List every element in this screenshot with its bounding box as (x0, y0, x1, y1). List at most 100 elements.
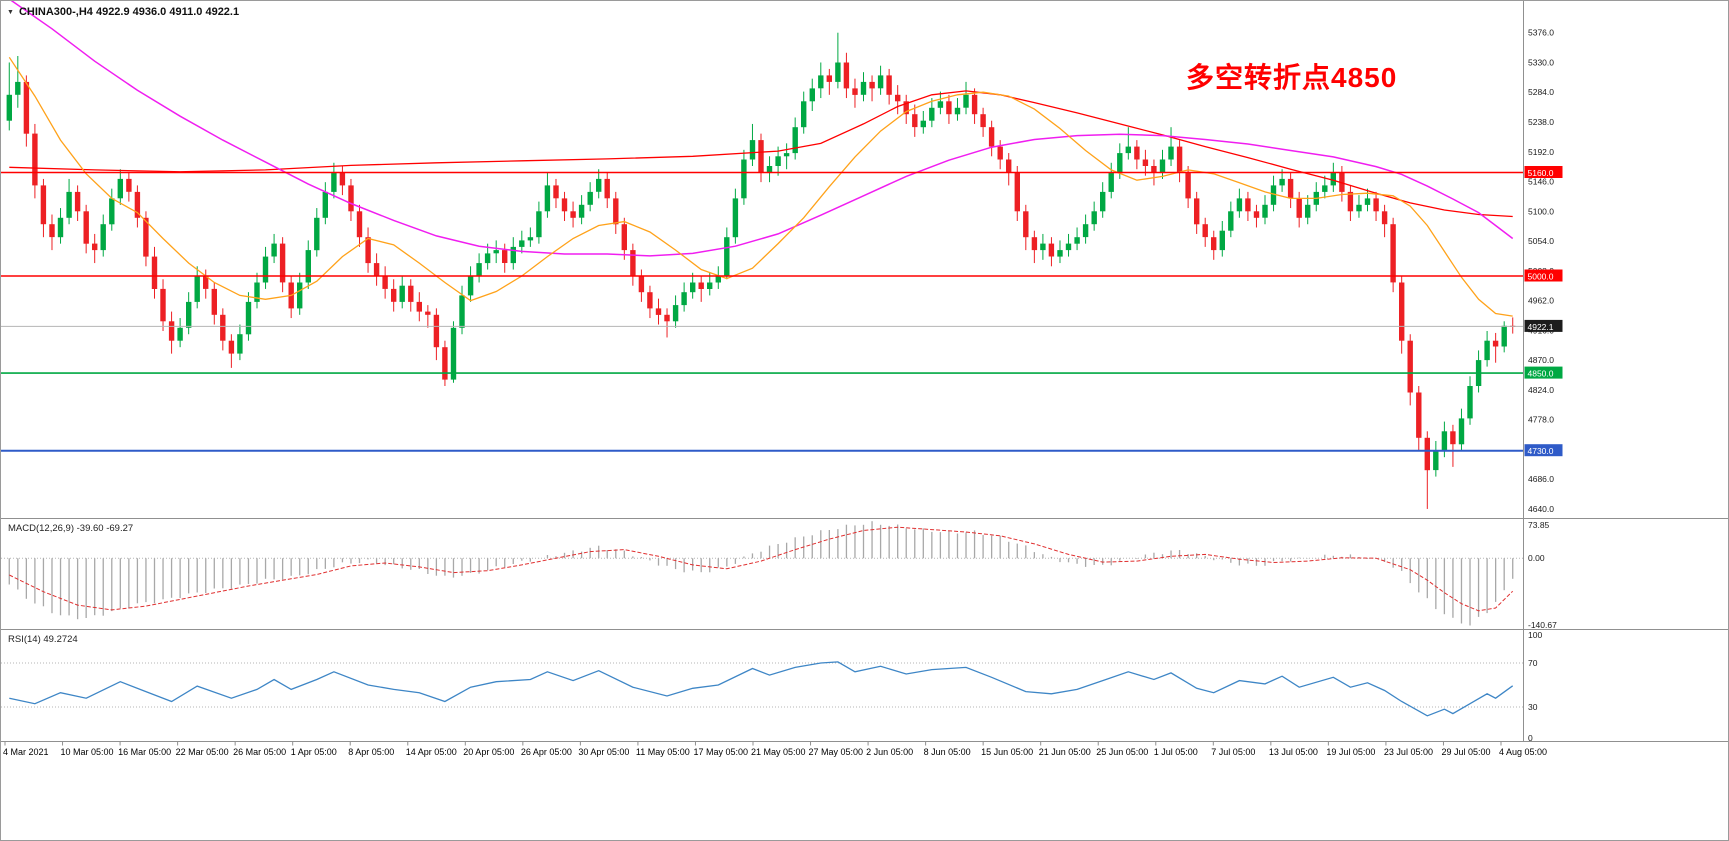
time-axis-label: 4 Aug 05:00 (1499, 747, 1547, 757)
candle-body (1082, 224, 1089, 238)
price-tag-4730.0 (1524, 444, 1563, 457)
candle-body (305, 250, 311, 283)
candle-body (322, 191, 328, 218)
candle-body (373, 263, 380, 276)
candle-body (254, 282, 260, 302)
candle-body (724, 237, 730, 276)
candle-body (860, 81, 867, 95)
candle-body (655, 308, 662, 315)
candle-body (519, 240, 525, 247)
rsi-scale-label: 0 (1528, 733, 1533, 743)
candle-body (1441, 431, 1448, 451)
candle-body (920, 120, 926, 128)
candle-body (783, 153, 790, 157)
candle-body (348, 185, 354, 212)
candle-body (1262, 204, 1268, 218)
candle-body (126, 178, 132, 192)
time-axis-label: 1 Apr 05:00 (291, 747, 337, 757)
price-tag-4922.1 (1524, 319, 1563, 332)
candle-body (630, 250, 636, 276)
candle-body (937, 101, 944, 108)
time-axis-label: 15 Jun 05:00 (981, 747, 1033, 757)
candle-body (1236, 198, 1243, 212)
candle-body (1176, 146, 1183, 173)
candle-body (801, 101, 807, 128)
candle-body (596, 178, 602, 192)
price-scale-label: 5054.0 (1528, 236, 1554, 246)
candle-body (143, 217, 149, 257)
price-tag-5000.0 (1524, 269, 1563, 282)
candle-body (66, 191, 72, 218)
candle-body (467, 276, 474, 296)
candle-body (536, 211, 542, 238)
candle-body (228, 340, 235, 354)
candle-body (869, 81, 875, 89)
candle-body (672, 305, 679, 322)
candle-body (1048, 243, 1055, 257)
price-scale-label: 4686.0 (1528, 474, 1554, 484)
candle-body (929, 107, 935, 121)
candle-body (1270, 185, 1277, 205)
candle-body (792, 127, 798, 154)
candle-body (1373, 198, 1379, 212)
symbol-header: ▼ CHINA300-,H4 4922.9 4936.0 4911.0 4922… (7, 6, 239, 18)
time-axis-label: 21 May 05:00 (751, 747, 806, 757)
candle-body (23, 81, 30, 134)
candle-body (1467, 386, 1473, 419)
time-axis-label: 13 Jul 05:00 (1269, 747, 1318, 757)
candle-body (203, 276, 209, 289)
candle-body (843, 62, 850, 89)
price-scale-label: 4778.0 (1528, 415, 1554, 425)
candle-body (1501, 325, 1507, 347)
time-axis-label: 8 Apr 05:00 (348, 747, 394, 757)
candle-body (732, 198, 739, 238)
candle-body (715, 276, 721, 283)
time-axis-label: 2 Jun 05:00 (866, 747, 913, 757)
candle-body (339, 172, 346, 186)
candle-body (707, 282, 713, 289)
candle-body (297, 282, 303, 309)
candle-body (92, 243, 98, 251)
annotation-text: 多空转折点4850 (1186, 62, 1398, 93)
candle-body (331, 172, 337, 192)
candle-body (117, 178, 123, 199)
candle-body (1040, 243, 1046, 251)
candle-body (1433, 450, 1439, 471)
candle-body (433, 314, 440, 348)
candle-body (1151, 166, 1157, 173)
candle-body (1125, 146, 1131, 154)
candle-body (1253, 211, 1260, 218)
candle-body (15, 81, 21, 95)
price-tag-4850.0 (1524, 366, 1563, 379)
candle-body (1168, 146, 1174, 160)
candle-body (1134, 146, 1140, 160)
candle-body (690, 282, 696, 293)
candle-body (895, 94, 901, 102)
chevron-down-icon[interactable]: ▼ (7, 8, 14, 16)
price-tag-label: 4922.1 (1528, 322, 1554, 332)
candle-body (450, 327, 457, 380)
candle-body (177, 327, 183, 341)
time-axis-label: 8 Jun 05:00 (924, 747, 971, 757)
candle-body (1142, 159, 1149, 166)
candle-body (49, 224, 55, 238)
candle-body (1159, 159, 1166, 173)
candle-body (1108, 172, 1114, 192)
candle-body (1287, 178, 1294, 199)
candle-body (1330, 172, 1336, 186)
time-axis-label: 23 Jul 05:00 (1384, 747, 1433, 757)
candle-body (553, 185, 559, 199)
candle-body (1014, 172, 1020, 212)
candle-body (382, 276, 388, 289)
candle-body (408, 285, 414, 302)
candle-body (809, 88, 815, 102)
candle-body (314, 217, 320, 251)
candle-body (476, 263, 482, 276)
price-scale-label: 5330.0 (1528, 57, 1554, 67)
time-axis-label: 27 May 05:00 (809, 747, 864, 757)
candle-body (613, 198, 619, 225)
candle-body (963, 94, 969, 108)
rsi-line (9, 661, 1514, 717)
